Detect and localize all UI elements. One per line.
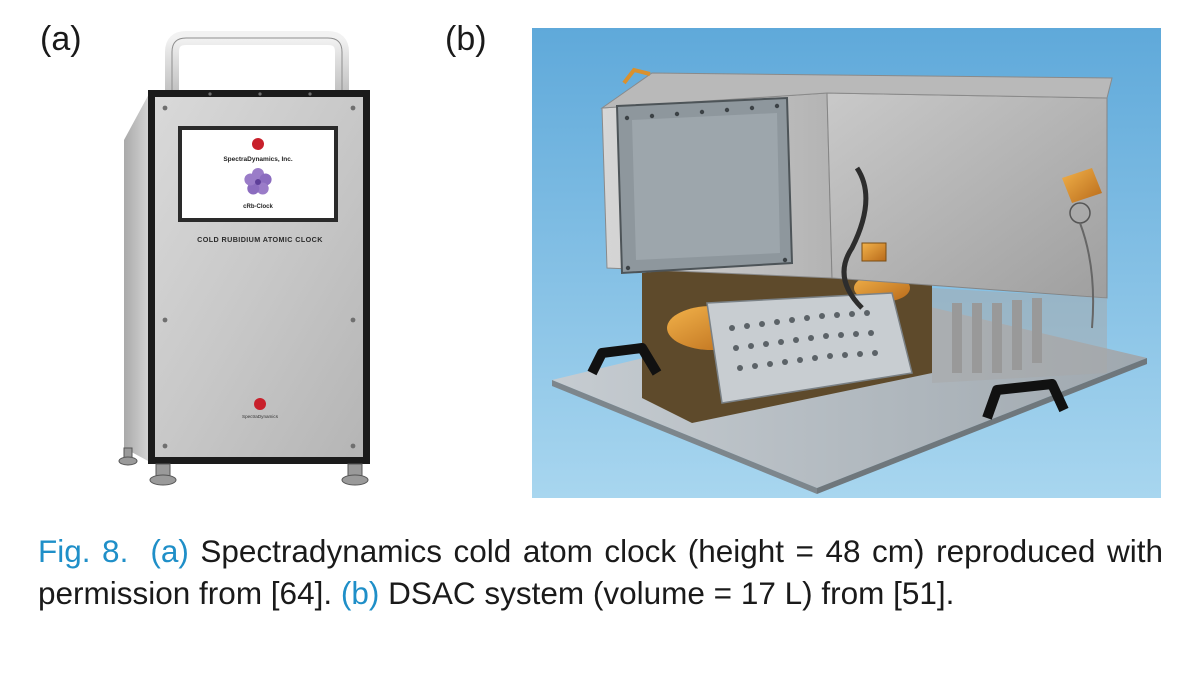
spectradynamics-logo-icon xyxy=(252,138,264,150)
screen-company-name: SpectraDynamics, Inc. xyxy=(223,156,293,163)
panel-label-b: (b) xyxy=(445,20,487,58)
enclosure-right-face xyxy=(826,92,1108,299)
cabinet-side-panel xyxy=(124,92,150,462)
caption-part-a-tag: (a) xyxy=(150,533,189,569)
cabinet-front-title: COLD RUBIDIUM ATOMIC CLOCK xyxy=(197,235,323,244)
handle-right xyxy=(982,379,1069,420)
enclosure-top xyxy=(600,72,1113,109)
atom-flower-icon xyxy=(244,168,272,195)
photo-dsac-system xyxy=(532,28,1161,498)
badge-logo-icon xyxy=(254,398,266,410)
figure-caption: Fig. 8. (a) Spectradynamics cold atom clo… xyxy=(38,530,1163,614)
perforated-cage xyxy=(706,292,913,404)
handle-left xyxy=(587,343,662,376)
caption-figure-number: Fig. 8. xyxy=(38,533,129,569)
panel-label-a: (a) xyxy=(40,20,82,58)
front-cable xyxy=(841,166,869,310)
caption-part-a-text: Spectradynamics cold atom clock (height … xyxy=(38,533,1163,611)
screen-product-name: cRb-Clock xyxy=(243,204,273,210)
caption-part-b-text: DSAC system (volume = 17 L) from [51]. xyxy=(379,575,955,611)
caption-part-b-tag: (b) xyxy=(340,575,380,611)
cabinet-badge-text: SpectraDynamics xyxy=(242,414,279,419)
photo-cold-atom-clock: SpectraDynamics, Inc. cRb-Clock COLD RUB… xyxy=(110,30,410,500)
gold-connector-icon xyxy=(1062,168,1102,329)
